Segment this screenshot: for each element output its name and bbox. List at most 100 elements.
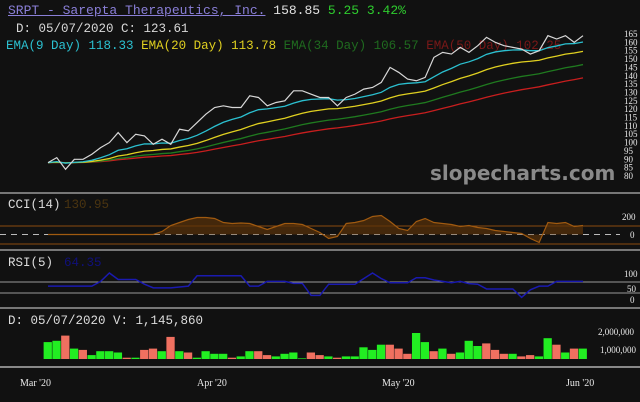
price-tick: 135 bbox=[624, 79, 638, 89]
volume-bar bbox=[148, 348, 158, 359]
volume-bar bbox=[210, 353, 219, 359]
volume-bar bbox=[52, 340, 61, 359]
volume-bar bbox=[219, 353, 228, 359]
volume-bar bbox=[455, 352, 465, 359]
volume-bar bbox=[350, 356, 359, 359]
volume-bar bbox=[236, 356, 245, 359]
price-line bbox=[47, 34, 584, 171]
volume-bar bbox=[96, 351, 105, 359]
volume-bar bbox=[429, 351, 438, 359]
volume-bar bbox=[552, 344, 561, 359]
volume-tick-1m: 1,000,000 bbox=[600, 345, 637, 355]
ema20-value: 113.78 bbox=[231, 39, 277, 53]
volume-bar bbox=[447, 353, 456, 359]
volume-bar bbox=[43, 342, 52, 359]
volume-bar bbox=[280, 353, 289, 359]
volume-bar bbox=[131, 357, 140, 359]
rsi-tick-0: 0 bbox=[630, 295, 635, 305]
price-tick: 155 bbox=[624, 46, 638, 56]
volume-bar bbox=[394, 348, 403, 359]
volume-bar bbox=[227, 357, 237, 359]
month-label-mar: Mar '20 bbox=[20, 378, 51, 389]
volume-bar bbox=[490, 349, 500, 359]
volume-bar bbox=[289, 352, 298, 359]
volume-bar bbox=[61, 335, 70, 359]
volume-bar bbox=[69, 348, 79, 359]
volume-bar bbox=[385, 344, 394, 359]
price-plot bbox=[47, 34, 584, 171]
volume-bar bbox=[254, 351, 263, 359]
volume-bar bbox=[306, 352, 315, 359]
volume-bar bbox=[105, 351, 114, 359]
cci-area bbox=[48, 215, 583, 243]
rsi-value: 64.35 bbox=[64, 256, 102, 270]
price-tick: 105 bbox=[624, 129, 638, 139]
volume-bar bbox=[578, 348, 587, 359]
volume-panel bbox=[43, 333, 587, 359]
ema9-value: 118.33 bbox=[88, 39, 134, 53]
cci-label: CCI(14) bbox=[8, 198, 61, 212]
price-tick: 125 bbox=[624, 96, 638, 106]
ema50-label: EMA(50 Day) bbox=[426, 39, 509, 53]
volume-bar bbox=[464, 340, 473, 359]
volume-bar bbox=[569, 348, 579, 359]
volume-bar bbox=[157, 351, 166, 359]
volume-bar bbox=[333, 357, 342, 359]
ema-line-9 bbox=[47, 41, 584, 164]
rsi-tick-50: 50 bbox=[627, 284, 637, 294]
price-tick: 90 bbox=[624, 154, 634, 164]
cci-tick-200: 200 bbox=[622, 212, 636, 222]
volume-bar bbox=[420, 342, 430, 359]
volume-bar bbox=[140, 349, 149, 359]
rsi-panel bbox=[0, 272, 640, 299]
volume-bar bbox=[473, 346, 482, 359]
ema-legend: EMA(9 Day) 118.33 EMA(20 Day) 113.78 EMA… bbox=[6, 39, 561, 53]
ema-line-34 bbox=[47, 63, 584, 164]
month-label-apr: Apr '20 bbox=[197, 378, 227, 389]
price-change: 5.25 bbox=[327, 3, 360, 18]
cursor-info: D: 05/07/2020 C: 123.61 bbox=[16, 22, 189, 36]
ema34-label: EMA(34 Day) bbox=[283, 39, 367, 53]
rsi-label: RSI(5) bbox=[8, 256, 53, 270]
ema9-label: EMA(9 Day) bbox=[6, 39, 82, 53]
volume-bar bbox=[315, 355, 324, 359]
volume-bar bbox=[271, 356, 280, 359]
price-tick: 80 bbox=[624, 171, 634, 181]
volume-bar bbox=[192, 357, 201, 359]
volume-bar bbox=[201, 351, 210, 359]
volume-bar bbox=[175, 351, 184, 359]
ema34-value: 106.57 bbox=[373, 39, 419, 53]
rsi-line bbox=[48, 272, 583, 299]
volume-bar bbox=[482, 343, 491, 359]
volume-bar bbox=[438, 348, 447, 359]
volume-bar bbox=[245, 351, 254, 359]
volume-bar bbox=[525, 355, 535, 359]
volume-bar bbox=[543, 338, 552, 359]
volume-info: D: 05/07/2020 V: 1,145,860 bbox=[8, 314, 203, 328]
last-price: 158.85 bbox=[273, 3, 321, 18]
volume-bar bbox=[499, 353, 508, 359]
price-tick: 140 bbox=[624, 71, 638, 81]
volume-bar bbox=[122, 357, 131, 359]
volume-bar bbox=[341, 356, 351, 359]
volume-bar bbox=[411, 333, 421, 359]
price-tick: 110 bbox=[624, 121, 638, 131]
price-tick: 100 bbox=[624, 138, 638, 148]
ema-line-50 bbox=[47, 77, 584, 164]
volume-bar bbox=[183, 352, 193, 359]
cci-tick-0: 0 bbox=[630, 230, 635, 240]
cci-panel bbox=[0, 214, 640, 245]
price-tick: 165 bbox=[624, 29, 638, 39]
volume-bar bbox=[561, 352, 570, 359]
watermark: slopecharts.com bbox=[430, 161, 615, 185]
ticker-title-link[interactable]: SRPT - Sarepta Therapeutics, Inc. bbox=[8, 3, 266, 18]
price-tick: 95 bbox=[624, 146, 634, 156]
cci-line bbox=[48, 214, 584, 244]
month-label-may: May '20 bbox=[382, 378, 415, 389]
volume-tick-2m: 2,000,000 bbox=[598, 327, 635, 337]
volume-bar bbox=[508, 353, 517, 359]
volume-bar bbox=[262, 355, 272, 359]
chart-header: SRPT - Sarepta Therapeutics, Inc. 158.85… bbox=[8, 3, 406, 18]
month-label-jun: Jun '20 bbox=[566, 378, 594, 389]
